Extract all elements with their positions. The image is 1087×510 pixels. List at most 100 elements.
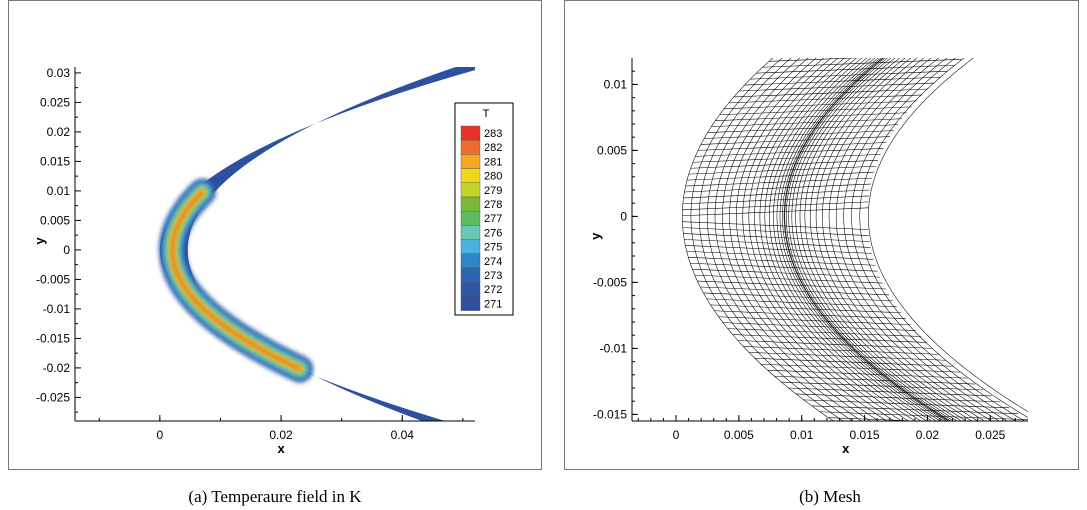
mesh-line-streamwise (828, 58, 1000, 421)
legend-label: 281 (484, 156, 502, 168)
mesh-line-streamwise (788, 58, 955, 421)
y-tick-label: 0.015 (40, 154, 70, 168)
mesh-line-crosswise (685, 177, 873, 187)
mesh-line-crosswise (684, 183, 871, 193)
legend-label: 279 (484, 185, 502, 197)
mesh-line-crosswise (875, 447, 1087, 455)
mesh-line-crosswise (686, 251, 874, 260)
mesh-line-streamwise (809, 58, 979, 421)
mesh-line-crosswise (728, 94, 923, 104)
mesh-line-crosswise (743, 346, 940, 355)
mesh-line-streamwise (776, 58, 941, 421)
mesh-line-streamwise (714, 58, 871, 421)
mesh-line-crosswise (714, 310, 906, 319)
mesh-line-crosswise (762, 59, 962, 68)
mesh-line-crosswise (687, 171, 874, 181)
legend-label: 275 (484, 242, 502, 254)
y-tick-label: -0.015 (36, 331, 70, 345)
y-tick-label: -0.005 (593, 275, 627, 289)
y-tick-label: 0.03 (47, 66, 71, 80)
mesh-line-crosswise (748, 352, 946, 361)
mesh-line-crosswise (715, 112, 907, 121)
legend-label: 272 (484, 284, 502, 296)
contour-level (171, 190, 301, 371)
mesh-line-crosswise (769, 58, 860, 62)
mesh-line-streamwise (795, 58, 962, 421)
mesh-line-crosswise (727, 328, 922, 337)
legend-label: 280 (484, 171, 502, 183)
y-tick-label: -0.005 (36, 272, 70, 286)
mesh-line-crosswise (688, 165, 876, 175)
mesh-line-streamwise (690, 58, 844, 421)
mesh-line-crosswise (754, 358, 953, 367)
mesh-line-streamwise (799, 58, 967, 421)
mesh-line-streamwise (804, 58, 973, 421)
mesh-line-streamwise (769, 58, 933, 421)
legend-label: 274 (484, 256, 502, 268)
mesh-line-streamwise (742, 58, 903, 421)
mesh-line-streamwise (784, 58, 950, 421)
mesh-line-crosswise (695, 148, 884, 157)
x-axis-label: x (842, 441, 850, 456)
x-tick-label: 0 (157, 428, 164, 442)
mesh-line-crosswise (795, 393, 1001, 403)
mesh-line-crosswise (719, 106, 912, 116)
y-tick-label: -0.01 (600, 341, 628, 355)
mesh-line-crosswise (682, 221, 869, 230)
mesh-line-streamwise (707, 58, 863, 421)
mesh-line-crosswise (697, 142, 887, 151)
mesh-line-streamwise (783, 58, 949, 421)
mesh-line-crosswise (683, 233, 870, 242)
mesh-line-crosswise (700, 136, 891, 145)
mesh-line-crosswise (744, 76, 941, 86)
mesh-line-streamwise (868, 58, 1028, 413)
mesh-line-streamwise (773, 58, 937, 421)
mesh-line-crosswise (682, 207, 869, 217)
y-tick-label: 0.01 (604, 77, 628, 91)
mesh-line-streamwise (843, 58, 1017, 421)
x-tick-label: 0.025 (975, 428, 1005, 442)
mesh-line-streamwise (698, 58, 853, 421)
panel-a-frame (8, 0, 542, 470)
mesh-line-streamwise (851, 58, 1026, 421)
legend-label: 273 (484, 270, 502, 282)
mesh-line-streamwise (785, 58, 952, 421)
mesh-line-crosswise (855, 436, 1069, 444)
mesh-line-crosswise (756, 64, 955, 74)
x-tick-label: 0 (673, 428, 680, 442)
mesh-line-crosswise (819, 411, 1028, 420)
mesh-line-crosswise (738, 82, 935, 92)
mesh-line-streamwise (835, 58, 1008, 421)
y-tick-label: 0.01 (47, 184, 71, 198)
mesh-line-crosswise (767, 369, 968, 379)
mesh-line-crosswise (732, 334, 927, 343)
x-tick-label: 0.01 (790, 428, 814, 442)
mesh-line-streamwise (791, 58, 958, 421)
x-tick-label: 0.015 (850, 428, 880, 442)
mesh-line-streamwise (859, 58, 1028, 418)
mesh-line-crosswise (724, 100, 917, 110)
legend-label: 277 (484, 213, 502, 225)
y-tick-label: 0.005 (40, 213, 70, 227)
mesh-line-crosswise (750, 70, 948, 80)
mesh-line-crosswise (682, 227, 869, 236)
caption-b: (b) Mesh (799, 487, 861, 506)
mesh-line-streamwise (736, 58, 895, 421)
mesh-line-streamwise (759, 58, 922, 421)
mesh (682, 58, 1087, 455)
hot-streak (158, 178, 314, 383)
mesh-line-crosswise (682, 195, 870, 205)
y-tick-label: 0 (620, 209, 627, 223)
mesh-line-streamwise (782, 58, 947, 421)
mesh-line-crosswise (788, 387, 992, 397)
legend-label: 276 (484, 227, 502, 239)
mesh-line-crosswise (703, 292, 893, 302)
mesh-line-crosswise (688, 257, 876, 266)
y-tick-label: 0.02 (47, 125, 71, 139)
mesh-line-crosswise (733, 88, 929, 98)
mesh-line-crosswise (697, 280, 886, 290)
legend-title: T (483, 108, 490, 120)
mesh-line-crosswise (692, 154, 881, 163)
legend-label: 283 (484, 128, 502, 140)
mesh-line-crosswise (706, 298, 897, 308)
